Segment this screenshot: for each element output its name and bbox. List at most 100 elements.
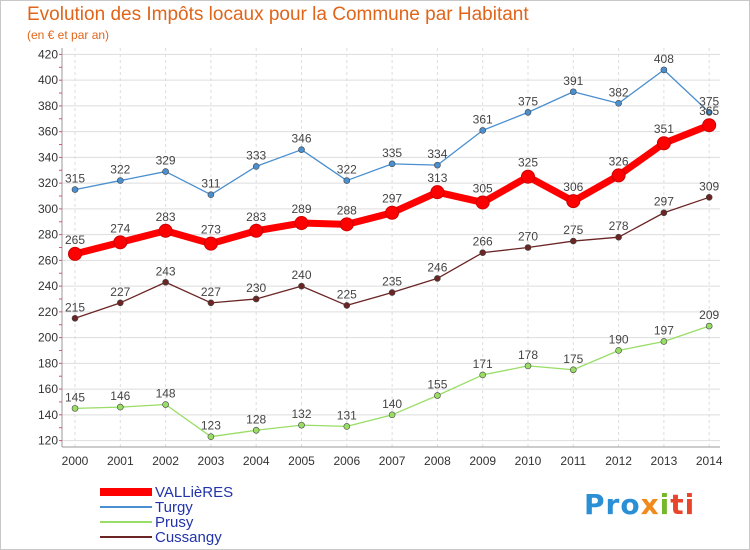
data-point — [207, 433, 215, 441]
data-point — [615, 233, 622, 241]
data-label: 315 — [65, 172, 85, 186]
data-point — [252, 426, 260, 434]
y-tick-label: 160 — [38, 382, 58, 396]
y-tick-label: 200 — [38, 331, 58, 345]
data-point — [298, 282, 305, 290]
data-label: 227 — [110, 285, 130, 299]
data-label: 361 — [473, 112, 493, 126]
data-point — [660, 338, 668, 345]
data-label: 325 — [518, 156, 538, 170]
data-label: 270 — [518, 230, 538, 244]
data-label: 322 — [337, 163, 357, 177]
x-tick-label: 2009 — [469, 454, 496, 468]
data-label: 334 — [427, 147, 447, 161]
data-point — [611, 168, 626, 183]
y-tick-label: 240 — [38, 279, 58, 293]
data-label: 240 — [291, 268, 311, 282]
data-label: 266 — [473, 235, 493, 249]
y-tick-label: 220 — [38, 305, 58, 319]
data-label: 274 — [110, 221, 130, 235]
data-label: 132 — [291, 407, 311, 421]
data-point — [162, 401, 169, 408]
data-point — [479, 249, 487, 256]
data-label: 382 — [609, 85, 629, 99]
data-label: 190 — [609, 332, 629, 346]
x-tick-label: 2005 — [288, 454, 315, 468]
y-tick-label: 120 — [38, 434, 58, 448]
data-label: 243 — [156, 264, 176, 278]
data-point — [615, 100, 622, 107]
chart-title: Evolution des Impôts locaux pour la Comm… — [27, 4, 529, 25]
data-point — [656, 136, 671, 151]
y-tick-label: 300 — [38, 202, 58, 216]
data-label: 333 — [246, 148, 266, 162]
y-tick-label: 380 — [38, 99, 58, 113]
data-label: 146 — [110, 389, 130, 403]
data-point — [569, 88, 577, 96]
data-point — [294, 216, 309, 231]
data-point — [113, 235, 128, 250]
data-label: 145 — [65, 390, 85, 404]
data-point — [71, 405, 79, 412]
data-point — [158, 223, 173, 238]
data-label: 329 — [156, 154, 176, 168]
data-point — [388, 160, 396, 168]
data-label: 209 — [699, 308, 719, 322]
y-tick-label: 320 — [38, 176, 58, 190]
data-point — [434, 392, 441, 399]
x-tick-label: 2004 — [243, 454, 270, 468]
data-point — [388, 289, 396, 296]
data-point — [117, 403, 124, 411]
data-label: 306 — [563, 180, 583, 194]
data-point — [162, 278, 169, 286]
y-tick-label: 400 — [38, 73, 58, 87]
y-tick-label: 360 — [38, 125, 58, 139]
data-label: 278 — [609, 219, 629, 233]
data-point — [71, 314, 79, 322]
data-point — [434, 161, 441, 169]
legend-label: Cussangy — [155, 529, 222, 546]
data-label: 230 — [246, 281, 266, 295]
data-label: 273 — [201, 223, 221, 237]
data-label: 351 — [654, 122, 674, 136]
data-label: 375 — [518, 94, 538, 108]
data-label: 346 — [291, 132, 311, 146]
x-tick-label: 2003 — [198, 454, 225, 468]
data-point — [569, 237, 577, 245]
data-label: 178 — [518, 348, 538, 362]
x-tick-label: 2010 — [515, 454, 542, 468]
data-label: 297 — [654, 195, 674, 209]
chart-subtitle: (en € et par an) — [27, 28, 110, 42]
x-tick-label: 2002 — [152, 454, 179, 468]
data-point — [566, 194, 581, 209]
y-tick-label: 140 — [38, 408, 58, 422]
data-label: 225 — [337, 287, 357, 301]
data-label: 283 — [156, 210, 176, 224]
data-point — [71, 186, 79, 193]
data-label: 375 — [699, 94, 719, 108]
x-tick-label: 2014 — [696, 454, 723, 468]
data-label: 171 — [473, 357, 493, 371]
data-label: 309 — [699, 179, 719, 193]
data-label: 265 — [65, 233, 85, 247]
data-label: 128 — [246, 412, 266, 426]
data-point — [249, 223, 264, 238]
y-tick-label: 180 — [38, 356, 58, 370]
data-point — [434, 275, 441, 282]
data-point — [117, 299, 124, 307]
data-label: 215 — [65, 300, 85, 314]
data-label: 235 — [382, 275, 402, 289]
data-label: 246 — [427, 260, 447, 274]
data-point — [430, 185, 445, 200]
data-label: 140 — [382, 397, 402, 411]
data-label: 305 — [473, 181, 493, 195]
data-point — [521, 169, 535, 184]
data-label: 313 — [427, 171, 447, 185]
data-point — [524, 244, 532, 251]
data-point — [162, 168, 169, 175]
y-tick-label: 260 — [38, 253, 58, 267]
data-point — [702, 118, 717, 133]
legend-label: Turgy — [155, 499, 193, 516]
y-tick-label: 420 — [38, 47, 58, 61]
data-point — [660, 66, 668, 74]
